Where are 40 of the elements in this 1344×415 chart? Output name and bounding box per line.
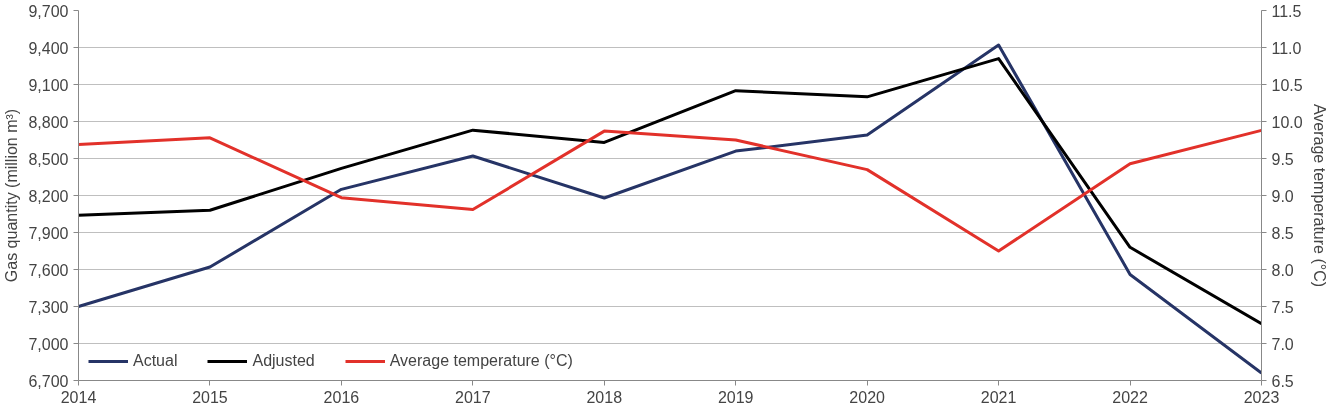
legend-label: Actual xyxy=(133,352,178,370)
y2-tick-label: 7.5 xyxy=(1271,298,1294,316)
y2-tick-label: 10.5 xyxy=(1271,76,1303,94)
x-tick-label: 2017 xyxy=(455,388,491,406)
y2-tick-label: 6.5 xyxy=(1271,372,1294,390)
x-tick-label: 2023 xyxy=(1243,388,1280,406)
y2-tick-label: 8.5 xyxy=(1271,224,1294,242)
y-tick-label: 9,700 xyxy=(28,2,69,20)
y2-tick-label: 11.5 xyxy=(1271,2,1302,20)
line-series xyxy=(78,128,1262,253)
legend-label: Average temperature (°C) xyxy=(389,352,573,370)
y-tick-label: 9,400 xyxy=(28,39,69,57)
legend-label: Adjusted xyxy=(252,352,315,370)
y-tick-label: 8,200 xyxy=(28,187,69,205)
y-tick-label: 7,300 xyxy=(28,298,69,316)
y2-tick-label: 11.0 xyxy=(1271,39,1302,57)
y-tick-label: 6,700 xyxy=(28,372,69,390)
y-tick-label: 9,100 xyxy=(28,76,69,94)
y2-tick-label: 8.0 xyxy=(1271,261,1294,279)
y-tick-label: 7,000 xyxy=(28,335,69,353)
y-tick-label: 8,800 xyxy=(28,113,69,131)
y2-tick-label: 10.0 xyxy=(1271,113,1303,131)
x-tick-label: 2016 xyxy=(323,388,360,406)
y-tick-label: 7,600 xyxy=(28,261,69,279)
x-tick-label: 2022 xyxy=(1112,388,1148,406)
line-series xyxy=(78,57,1262,326)
x-tick-label: 2015 xyxy=(192,388,228,406)
y-axis-title: Gas quantity (million m³) xyxy=(3,108,21,283)
x-tick-label: 2021 xyxy=(980,388,1017,406)
y-tick-label: 8,500 xyxy=(28,150,69,168)
x-tick-label: 2019 xyxy=(717,388,754,406)
y2-tick-label: 9.5 xyxy=(1271,150,1294,168)
y2-axis-title: Average temperature (°C) xyxy=(1310,103,1328,288)
y2-tick-label: 7.0 xyxy=(1271,335,1294,353)
y-tick-label: 7,900 xyxy=(28,224,69,242)
y2-tick-label: 9.0 xyxy=(1271,187,1294,205)
line-series xyxy=(78,43,1262,375)
x-tick-label: 2018 xyxy=(586,388,623,406)
x-tick-label: 2014 xyxy=(60,388,97,406)
x-tick-label: 2020 xyxy=(849,388,886,406)
